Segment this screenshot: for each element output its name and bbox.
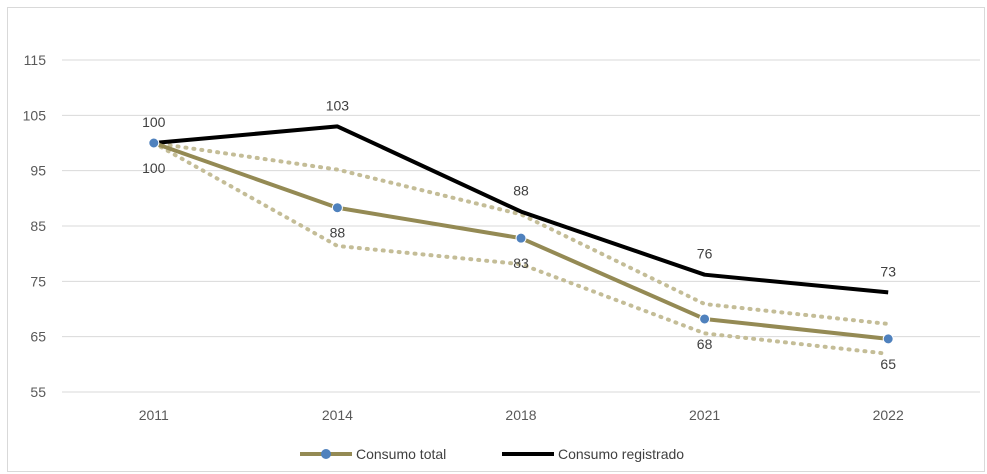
x-tick-label: 2022 [873, 407, 904, 423]
data-label: 103 [326, 97, 350, 113]
y-tick-label: 85 [30, 218, 46, 234]
x-tick-label: 2021 [689, 407, 720, 423]
data-point [148, 137, 160, 149]
data-label: 73 [880, 263, 896, 279]
band-line-upper [151, 141, 891, 326]
y-axis-ticks: 55 65 75 85 95 105 115 [23, 52, 47, 400]
y-tick-label: 55 [30, 384, 46, 400]
data-point [331, 202, 343, 214]
y-tick-label: 65 [30, 329, 46, 345]
data-point [699, 313, 711, 325]
data-label: 76 [697, 246, 713, 262]
gridlines [62, 59, 980, 393]
data-label: 100 [142, 114, 166, 130]
legend-swatch-marker [321, 449, 331, 459]
x-axis-ticks: 2011 2014 2018 2021 2022 [139, 407, 904, 423]
legend: Consumo total Consumo registrado [300, 446, 684, 462]
x-tick-label: 2018 [505, 407, 536, 423]
series-markers [148, 137, 894, 345]
y-tick-label: 115 [24, 52, 47, 68]
data-label: 88 [330, 225, 346, 241]
data-labels: 100 88 83 68 65 100 103 88 76 73 [142, 97, 896, 371]
data-label: 65 [880, 356, 896, 372]
band-line-lower [151, 141, 891, 356]
data-label: 100 [142, 160, 166, 176]
data-label: 83 [513, 255, 529, 271]
y-tick-label: 105 [23, 107, 47, 123]
data-label: 68 [697, 336, 713, 352]
x-tick-label: 2011 [139, 407, 169, 423]
series-line [153, 124, 889, 295]
chart-frame [7, 7, 985, 472]
x-tick-label: 2014 [322, 407, 353, 423]
legend-label: Consumo registrado [558, 446, 684, 462]
y-tick-label: 95 [30, 163, 46, 179]
y-tick-label: 75 [30, 273, 46, 289]
confidence-band [151, 141, 891, 356]
data-point [515, 232, 527, 244]
data-label: 88 [513, 183, 529, 199]
legend-label: Consumo total [356, 446, 446, 462]
data-point [882, 333, 894, 345]
